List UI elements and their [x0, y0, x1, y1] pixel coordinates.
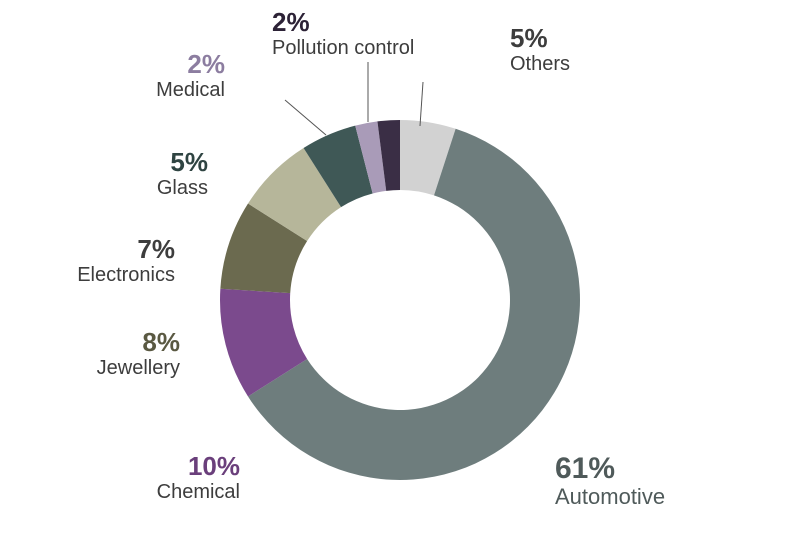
segment-label-automotive: 61%Automotive: [555, 452, 665, 509]
segment-percent: 7%: [77, 235, 175, 264]
segment-name: Chemical: [157, 481, 240, 503]
segment-label-medical: 2%Medical: [156, 50, 225, 101]
leader-line: [420, 82, 423, 126]
segment-percent: 8%: [97, 328, 180, 357]
segment-label-glass: 5%Glass: [157, 148, 208, 199]
segment-label-jewellery: 8%Jewellery: [97, 328, 180, 379]
segment-name: Automotive: [555, 485, 665, 509]
segment-label-electronics: 7%Electronics: [77, 235, 175, 286]
segment-percent: 2%: [272, 8, 414, 37]
donut-chart: 5%Others61%Automotive10%Chemical8%Jewell…: [0, 0, 800, 550]
segment-name: Others: [510, 53, 570, 75]
segment-percent: 2%: [156, 50, 225, 79]
segment-percent: 5%: [157, 148, 208, 177]
segment-percent: 10%: [157, 452, 240, 481]
segment-percent: 61%: [555, 452, 665, 485]
segment-name: Medical: [156, 79, 225, 101]
segment-label-pollution-control: 2%Pollution control: [272, 8, 414, 59]
segment-percent: 5%: [510, 24, 570, 53]
segment-name: Jewellery: [97, 357, 180, 379]
leader-line: [285, 100, 326, 135]
segment-name: Pollution control: [272, 37, 414, 59]
segment-label-others: 5%Others: [510, 24, 570, 75]
segment-label-chemical: 10%Chemical: [157, 452, 240, 503]
segment-name: Glass: [157, 177, 208, 199]
segment-name: Electronics: [77, 264, 175, 286]
